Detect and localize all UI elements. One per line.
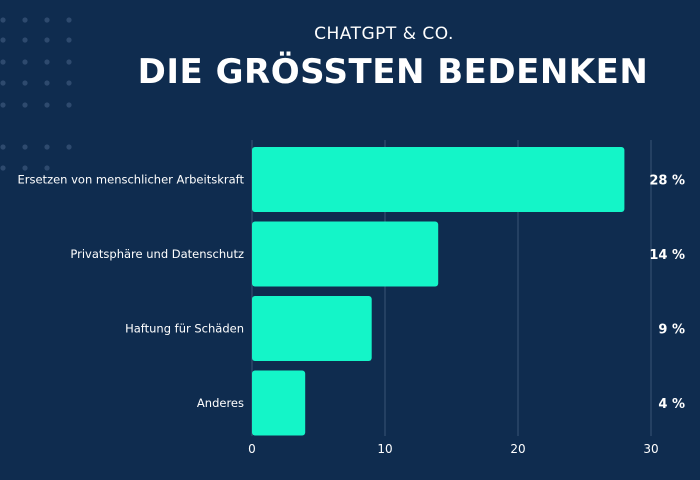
data-label: 4 %	[658, 397, 685, 412]
decor-dot	[44, 17, 50, 23]
decor-dot	[44, 80, 50, 86]
data-label: 9 %	[658, 323, 685, 338]
decor-dot	[66, 37, 72, 43]
decor-dot	[44, 37, 50, 43]
bar	[252, 296, 372, 361]
data-label: 14 %	[649, 248, 685, 263]
decor-dot	[22, 165, 28, 171]
x-tick-label: 10	[377, 442, 392, 456]
decor-dot	[22, 59, 28, 65]
decor-dot	[0, 37, 6, 43]
decor-dot	[44, 59, 50, 65]
decor-dot	[0, 17, 6, 23]
category-label: Privatsphäre und Datenschutz	[70, 247, 244, 261]
decor-dot	[0, 59, 6, 65]
category-label: Ersetzen von menschlicher Arbeitskraft	[18, 173, 245, 187]
decor-dot	[66, 144, 72, 150]
decor-dot	[0, 80, 6, 86]
decor-dot	[44, 102, 50, 108]
x-tick-label: 30	[643, 442, 658, 456]
category-label: Haftung für Schäden	[125, 322, 244, 336]
decor-dot	[66, 17, 72, 23]
bar	[252, 147, 625, 212]
decor-dot	[66, 102, 72, 108]
decor-dot	[66, 59, 72, 65]
page-title: DIE GRÖSSTEN BEDENKEN	[137, 52, 649, 92]
decor-dot	[0, 165, 6, 171]
decor-dot	[22, 80, 28, 86]
category-label: Anderes	[197, 396, 244, 410]
subtitle: CHATGPT & CO.	[314, 24, 454, 44]
data-label: 28 %	[649, 174, 685, 189]
x-tick-label: 0	[248, 442, 256, 456]
decor-dot	[22, 37, 28, 43]
decor-dot	[44, 165, 50, 171]
decor-dot	[66, 80, 72, 86]
decor-dot	[22, 17, 28, 23]
bar	[252, 221, 439, 287]
decor-dot	[44, 144, 50, 150]
x-tick-label: 20	[510, 442, 525, 456]
decor-dot	[22, 102, 28, 108]
decor-dot	[0, 144, 6, 150]
decor-dot	[22, 144, 28, 150]
bar	[252, 370, 306, 436]
decor-dot	[0, 102, 6, 108]
